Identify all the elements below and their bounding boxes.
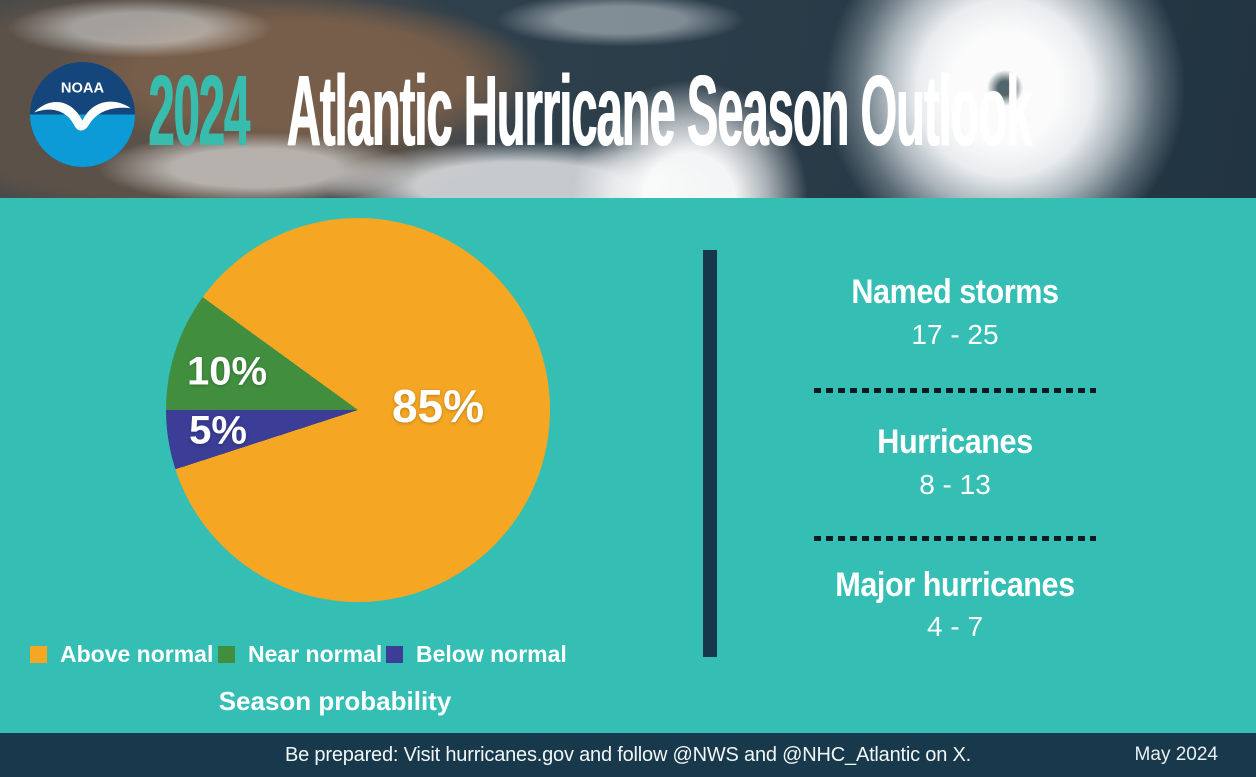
pie-label-below-normal: 5%: [189, 408, 247, 453]
noaa-logo-text: NOAA: [61, 80, 105, 96]
page-title: 2024 Atlantic Hurricane Season Outlook: [148, 55, 1032, 167]
legend-swatch-above-normal: [30, 645, 47, 663]
footer-message: Be prepared: Visit hurricanes.gov and fo…: [285, 743, 971, 766]
season-probability-pie-chart: 85% 10% 5%: [166, 218, 550, 602]
legend-swatch-near-normal: [218, 645, 235, 663]
legend-label-below-normal: Below normal: [416, 641, 567, 667]
legend-item-near-normal: Near normal: [218, 641, 383, 667]
footer-date: May 2024: [1134, 744, 1218, 765]
outlook-label-hurricanes: Hurricanes: [877, 423, 1033, 461]
dotted-divider-1: [814, 388, 1096, 393]
satellite-header-image: NOAA 2024 Atlantic Hurricane Season Outl…: [0, 0, 1256, 198]
title-year: 2024: [148, 55, 250, 167]
legend-item-above-normal: Above normal: [30, 641, 214, 667]
legend-label-above-normal: Above normal: [60, 641, 214, 667]
legend-label-near-normal: Near normal: [248, 641, 383, 667]
outlook-label-named-storms: Named storms: [851, 273, 1059, 311]
outlook-range-major-hurricanes: 4 - 7: [926, 611, 984, 642]
outlook-label-major-hurricanes: Major hurricanes: [835, 566, 1075, 604]
footer-bar: Be prepared: Visit hurricanes.gov and fo…: [0, 733, 1256, 777]
pie-label-above-normal: 85%: [391, 380, 485, 432]
dotted-divider-2: [814, 536, 1096, 541]
outlook-range-named-storms: 17 - 25: [911, 319, 999, 350]
pie-label-near-normal: 10%: [186, 349, 268, 394]
title-text: Atlantic Hurricane Season Outlook: [286, 55, 1032, 167]
chart-caption: Season probability: [218, 686, 452, 716]
legend-item-below-normal: Below normal: [386, 641, 567, 667]
noaa-logo: NOAA: [30, 62, 135, 167]
outlook-panel: Named storms 17 - 25 Hurricanes 8 - 13 M…: [717, 198, 1193, 733]
noaa-bird-icon: [34, 101, 131, 131]
vertical-divider: [703, 250, 717, 657]
outlook-range-hurricanes: 8 - 13: [919, 469, 991, 500]
legend-swatch-below-normal: [386, 645, 403, 663]
